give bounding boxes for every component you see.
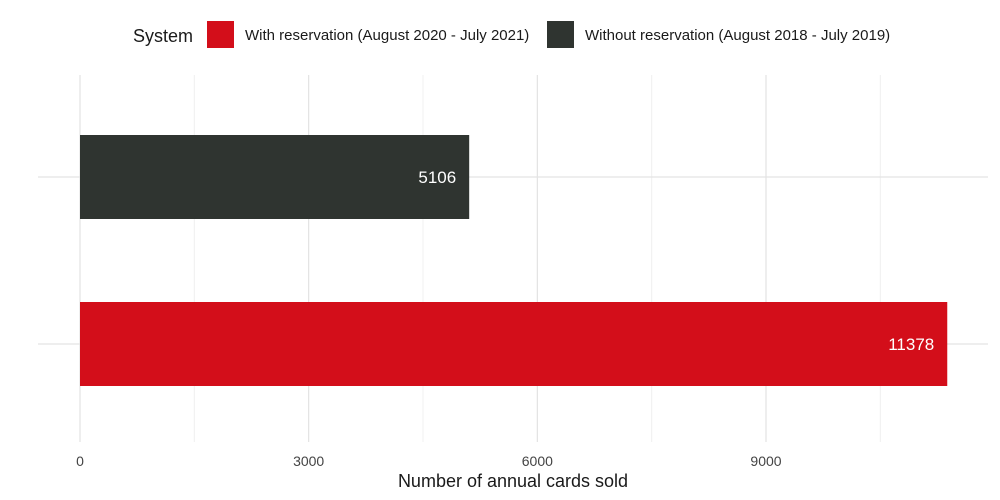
legend-swatch [547,21,574,48]
legend-title: System [133,26,193,46]
bar [80,135,470,219]
data-label: 5106 [418,168,456,187]
x-tick-label: 6000 [522,453,553,469]
x-axis-title: Number of annual cards sold [398,471,628,491]
x-tick-label: 0 [76,453,84,469]
legend-label: With reservation (August 2020 - July 202… [245,27,529,44]
data-label: 11378 [888,335,934,354]
bar [80,302,948,386]
data-labels: 5106 11378 [418,168,934,354]
x-tick-label: 3000 [293,453,324,469]
grid-lines [38,75,988,442]
legend-label: Without reservation (August 2018 - July … [585,27,890,44]
x-tick-label: 9000 [750,453,781,469]
legend-swatch [207,21,234,48]
bars [80,135,948,386]
legend: System With reservation (August 2020 - J… [133,21,890,48]
x-axis-ticks: 0 3000 6000 9000 [76,453,782,469]
